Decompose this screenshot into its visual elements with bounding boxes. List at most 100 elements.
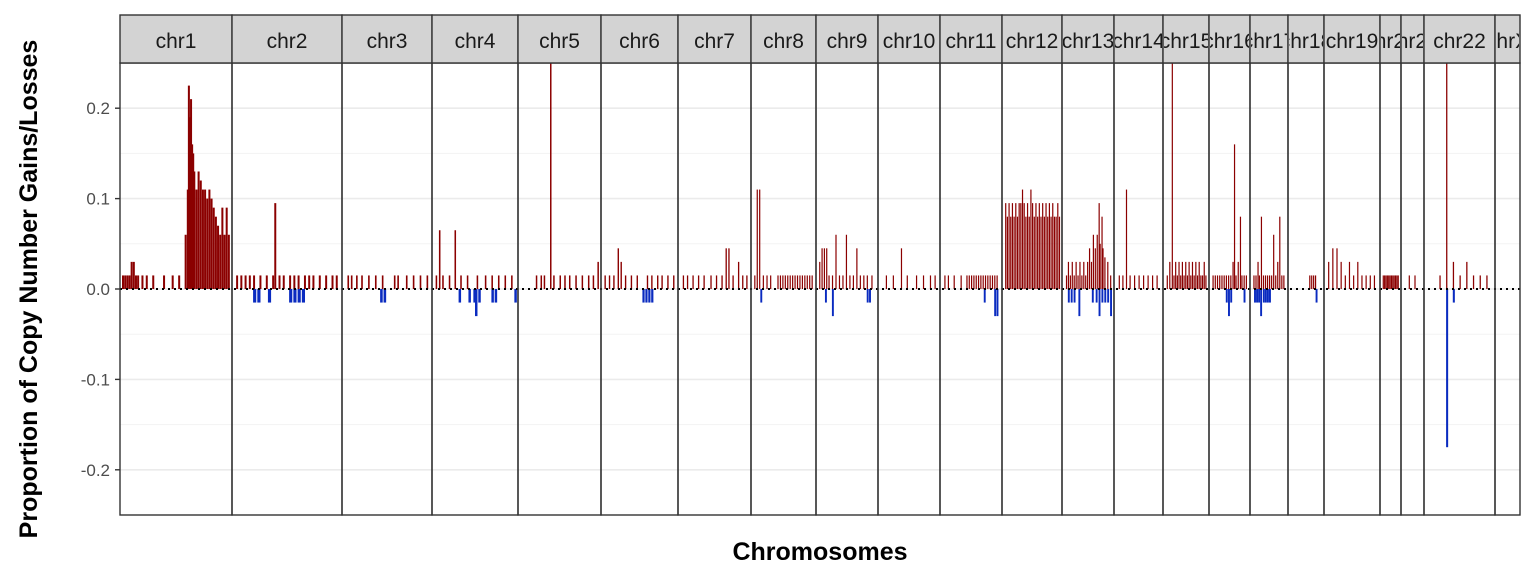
strip-background [1423,14,1496,64]
gain-bar [968,275,970,289]
loss-bar [380,289,383,303]
strip-background [1162,14,1210,64]
gain-bar [1198,261,1200,289]
gain-bar [511,275,513,289]
gain-bar [1353,275,1355,289]
strip-label: chr12 [1006,30,1059,53]
gain-bar [1466,261,1468,289]
gain-bar [742,275,744,289]
gain-bar [199,180,202,289]
y-tick-label: 0.2 [86,99,110,118]
gain-bar [223,234,226,289]
x-axis-title: Chromosomes [732,538,907,566]
strip-label: chr14 [1112,30,1165,53]
gain-bar [1178,261,1180,289]
gain-bar [1166,275,1168,289]
gain-bar [1357,261,1359,289]
gain-bar [535,275,538,289]
gain-bar [419,275,422,289]
gain-bar [966,275,968,289]
gain-bar [293,275,296,289]
strip-background [1249,14,1289,64]
gain-bar [608,275,611,289]
gain-bar [491,275,493,289]
gain-bar [1032,203,1034,289]
gain-bar [559,275,561,289]
gain-bar [1196,275,1199,289]
gain-bar [1384,275,1386,289]
gain-bar [1050,216,1052,289]
strip-background [1287,14,1325,64]
gain-bar [686,275,689,289]
y-tick-label: 0.1 [86,190,110,209]
gain-bar [1087,261,1089,289]
gain-bar [597,261,599,289]
gain-bar [128,275,131,289]
strip-label: chr1 [156,30,197,53]
gain-bar [1340,261,1342,289]
strip-background [341,14,433,64]
loss-bar [1269,289,1271,303]
gain-bar [831,275,834,289]
strip-background [517,14,602,64]
gain-bar [265,275,268,289]
loss-bar [1228,289,1230,317]
gain-bar [1180,275,1182,289]
gain-bar [208,189,211,289]
gain-bar [225,207,228,289]
loss-bar [983,289,986,303]
gain-bar [1134,275,1136,289]
gain-bar [859,275,861,289]
gain-bar [1023,203,1025,289]
gain-bar [784,275,786,289]
gain-bar [374,275,377,289]
gain-bar [1092,234,1094,289]
loss-bar [494,289,498,303]
gain-bar [806,275,808,289]
gain-bar [1175,261,1177,289]
loss-bar [1067,289,1070,303]
gain-bar [1311,275,1313,289]
gain-bar [274,203,277,289]
gain-bar [1200,275,1202,289]
loss-bar [1104,289,1107,303]
gain-bar [335,275,338,289]
gain-bar [725,248,727,289]
gain-bar [1020,203,1022,289]
gain-bar [1271,275,1273,289]
loss-bar [1073,289,1076,303]
gain-bar [651,275,653,289]
gain-bar [1361,275,1363,289]
gain-bar [826,248,828,289]
gain-bar [697,275,700,289]
gain-bar [838,275,841,289]
loss-bar [1107,289,1110,303]
gain-bar [1085,275,1087,289]
gain-bar [126,275,129,289]
gain-bar [1053,216,1056,289]
strip-background [815,14,879,64]
gain-bar [821,248,823,289]
gain-bar [1452,261,1455,289]
gain-bar [1277,261,1279,289]
gain-bar [1230,275,1232,289]
gain-bar [1037,216,1039,289]
gain-bar [1203,261,1205,289]
loss-bar [1243,289,1246,303]
gain-bar [728,248,730,289]
gain-bar [823,248,825,289]
gain-bar [259,275,262,289]
gain-bar [1104,257,1106,289]
gain-bar [1245,275,1247,289]
gain-bar [1191,261,1194,289]
gain-bar [1396,275,1398,289]
gain-bar [543,275,546,289]
gain-bar [347,275,350,289]
loss-bar [648,289,651,303]
gain-bar [193,171,196,289]
gain-bar [1090,261,1093,289]
y-tick-label: -0.2 [81,461,110,480]
grid-layer [120,107,1520,471]
gain-bar [1057,203,1059,289]
gain-bar [361,275,363,289]
